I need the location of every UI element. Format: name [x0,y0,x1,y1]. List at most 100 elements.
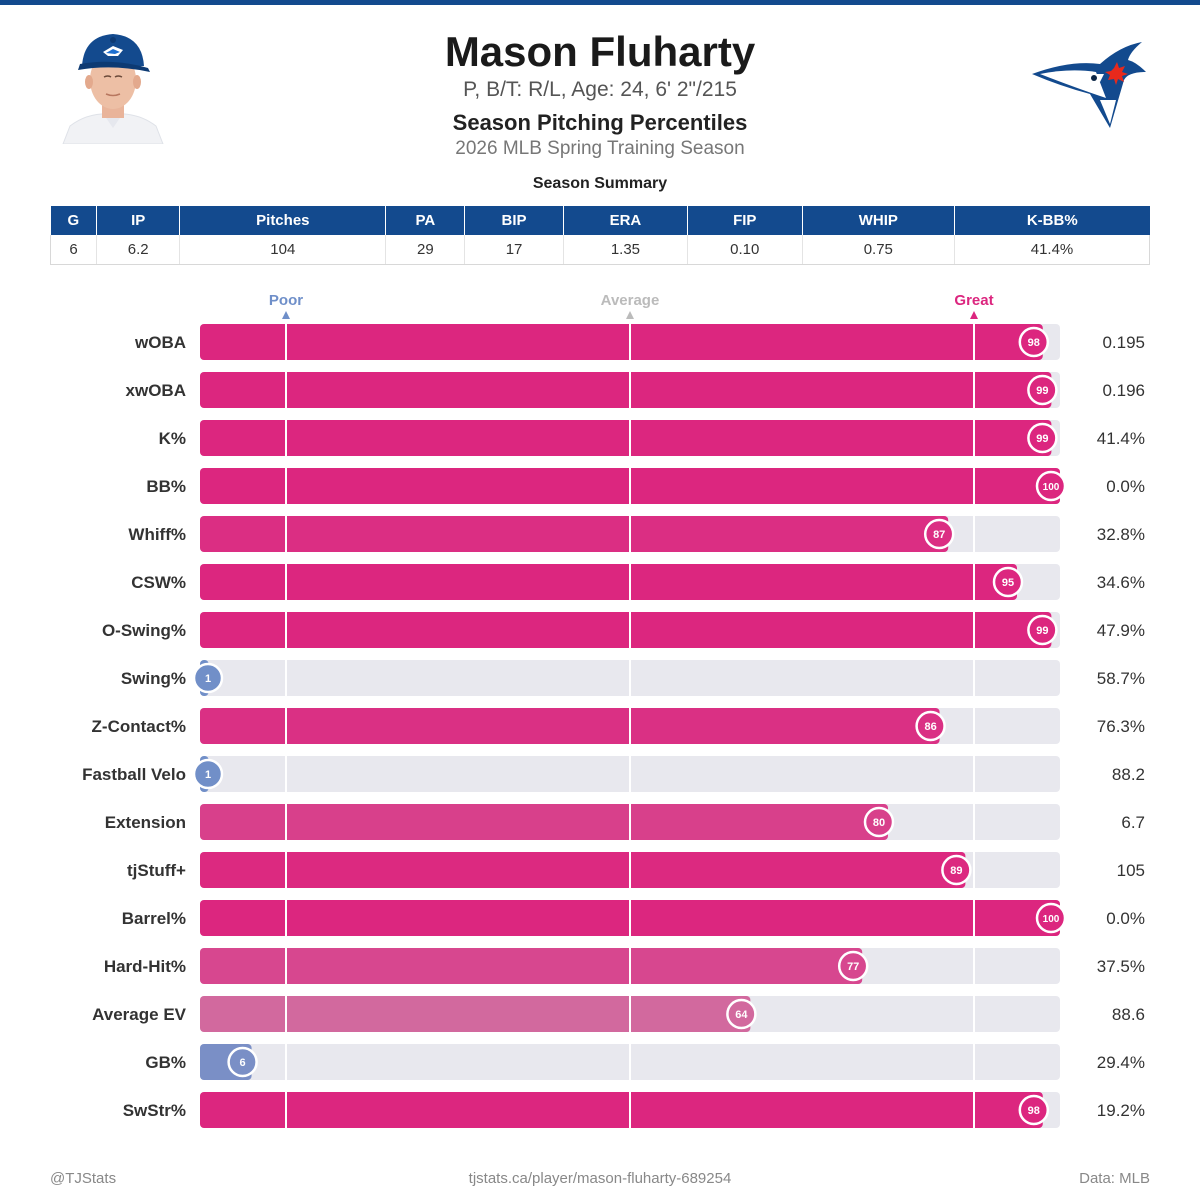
percentile-badge [1027,614,1058,646]
metric-label: CSW% [131,573,186,592]
percentile-value: 87 [933,529,945,541]
summary-header: FIP [686,206,803,235]
percentile-badge [1035,470,1067,502]
summary-value: 0.10 [686,235,803,265]
percentile-value: 86 [924,721,936,733]
percentile-badge [915,710,946,742]
percentile-value: 99 [1036,385,1048,397]
metric-label: xwOBA [126,381,186,400]
reference-marker-icon [282,311,290,319]
percentile-value: 98 [1028,1105,1040,1117]
percentile-value: 99 [1036,433,1048,445]
metric-label: Z-Contact% [92,717,186,736]
summary-header: K-BB% [954,206,1150,235]
percentile-value: 1 [205,769,211,781]
percentile-badge [837,950,869,982]
percentile-value: 80 [873,817,885,829]
percentile-bar [200,1092,1043,1128]
percentile-bar [200,804,888,840]
percentile-bar [200,708,940,744]
stat-value: 6.7 [1121,813,1145,832]
summary-header: IP [96,206,180,235]
metric-label: SwStr% [123,1101,186,1120]
percentile-bar [200,372,1052,408]
percentile-badge [227,1046,258,1078]
footer-handle: @TJStats [50,1170,117,1187]
stat-value: 37.5% [1097,957,1145,976]
summary-value: 6 [49,235,97,265]
player-headshot [58,28,168,144]
summary-value: 17 [464,235,564,265]
metric-label: GB% [145,1053,186,1072]
summary-value: 1.35 [562,235,688,265]
metric-label: wOBA [134,333,186,352]
summary-header: Pitches [179,206,386,235]
reference-marker-icon [626,311,634,319]
percentile-value: 100 [1043,482,1060,493]
footer-source: Data: MLB [1079,1170,1150,1187]
reference-label-average: Average [601,292,660,309]
percentile-value: 1 [205,673,211,685]
summary-value: 41.4% [954,235,1150,265]
summary-header: ERA [562,206,688,235]
stat-value: 0.196 [1102,381,1145,400]
percentile-bar [200,996,751,1032]
percentile-value: 100 [1043,914,1060,925]
percentile-value: 6 [240,1057,246,1069]
summary-header: G [50,206,97,235]
stat-value: 88.6 [1112,1005,1145,1024]
stat-value: 0.0% [1106,477,1145,496]
player-bio: P, B/T: R/L, Age: 24, 6' 2"/215 [463,78,737,101]
summary-value: 29 [385,235,465,265]
stat-value: 41.4% [1097,429,1145,448]
summary-value: 0.75 [801,235,955,265]
metric-label: Barrel% [122,909,186,928]
percentile-badge [726,998,757,1030]
stat-value: 47.9% [1097,621,1145,640]
percentile-badge [192,758,224,790]
percentile-chart: Poor Average Great wOBA 98 0.195 xwOBA 99 0.196 K… [82,292,1145,1128]
report-title: Season Pitching Percentiles [452,110,748,135]
percentile-bar [200,324,1043,360]
percentile-bar [200,852,966,888]
footer-url: tjstats.ca/player/mason-fluharty-689254 [468,1170,732,1187]
player-name: Mason Fluharty [444,28,756,75]
percentile-badge [1027,374,1058,406]
percentile-bar [200,948,863,984]
percentile-value: 64 [735,1009,748,1021]
summary-header: WHIP [801,206,955,235]
summary-header: BIP [464,206,564,235]
stat-value: 105 [1117,861,1145,880]
reference-label-poor: Poor [269,292,303,309]
metric-label: Average EV [92,1005,187,1024]
metric-label: Swing% [121,669,186,688]
percentile-badge [1035,902,1067,934]
stat-value: 0.195 [1102,333,1145,352]
metric-label: Extension [105,813,186,832]
summary-value-row: 6 6.2 104 29 17 1.35 0.10 0.75 41.4% [49,235,1150,265]
percentile-badge [863,806,895,838]
header: Mason Fluharty P, B/T: R/L, Age: 24, 6' … [0,0,1200,170]
metric-label: O-Swing% [102,621,186,640]
percentile-value: 77 [847,961,859,973]
percentile-badge [992,566,1024,598]
metric-label: K% [159,429,186,448]
stat-value: 88.2 [1112,765,1145,784]
stat-value: 0.0% [1106,909,1145,928]
summary-value: 6.2 [96,235,180,265]
percentile-badge [923,518,955,550]
percentile-bar [200,564,1017,600]
percentile-badge [1027,422,1058,454]
stat-value: 32.8% [1097,525,1145,544]
metric-label: Hard-Hit% [104,957,186,976]
percentile-value: 99 [1036,625,1048,637]
summary-header: PA [385,206,465,235]
summary-value: 104 [179,235,386,265]
metric-label: BB% [146,477,186,496]
percentile-value: 95 [1002,577,1014,589]
percentile-value: 89 [950,865,962,877]
percentile-badge [192,662,224,694]
percentile-bar [200,516,949,552]
top-accent-bar [0,0,1200,5]
reference-label-great: Great [954,292,993,309]
